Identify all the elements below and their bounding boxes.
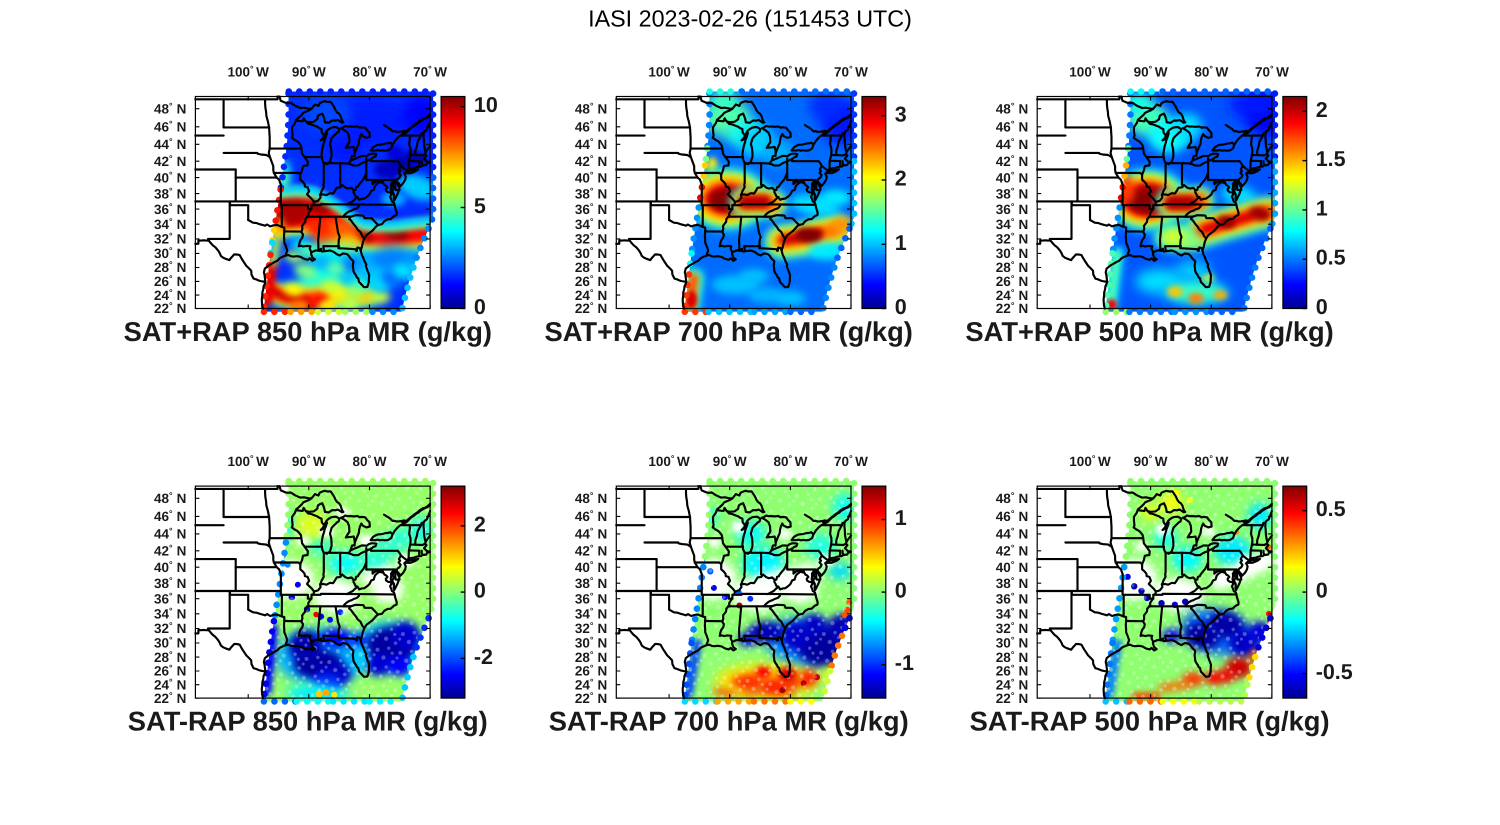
svg-text:0: 0 [1316, 579, 1328, 603]
svg-text:SAT+RAP 850 hPa MR (g/kg): SAT+RAP 850 hPa MR (g/kg) [124, 316, 492, 347]
svg-text:0: 0 [895, 295, 907, 319]
svg-text:1: 1 [895, 506, 907, 530]
svg-text:0: 0 [474, 579, 486, 603]
svg-text:-2: -2 [474, 645, 493, 669]
svg-text:SAT+RAP 700 hPa MR (g/kg): SAT+RAP 700 hPa MR (g/kg) [545, 316, 913, 347]
svg-text:1: 1 [1316, 196, 1328, 220]
svg-text:0.5: 0.5 [1316, 497, 1346, 521]
svg-text:2: 2 [1316, 98, 1328, 122]
svg-text:1: 1 [895, 231, 907, 255]
svg-text:SAT-RAP 700 hPa MR (g/kg): SAT-RAP 700 hPa MR (g/kg) [549, 705, 909, 736]
svg-text:-1: -1 [895, 651, 914, 675]
svg-text:IASI 2023-02-26 (151453 UTC): IASI 2023-02-26 (151453 UTC) [588, 6, 912, 32]
svg-text:10: 10 [474, 93, 498, 117]
svg-text:0: 0 [474, 295, 486, 319]
svg-text:2: 2 [474, 512, 486, 536]
svg-text:SAT-RAP 850 hPa MR (g/kg): SAT-RAP 850 hPa MR (g/kg) [128, 705, 488, 736]
svg-text:0: 0 [895, 579, 907, 603]
svg-text:SAT-RAP 500 hPa MR (g/kg): SAT-RAP 500 hPa MR (g/kg) [970, 705, 1330, 736]
svg-text:2: 2 [895, 167, 907, 191]
svg-text:SAT+RAP 500 hPa MR (g/kg): SAT+RAP 500 hPa MR (g/kg) [965, 316, 1333, 347]
svg-text:3: 3 [895, 102, 907, 126]
svg-text:0: 0 [1316, 295, 1328, 319]
svg-text:-0.5: -0.5 [1316, 660, 1353, 684]
svg-text:1.5: 1.5 [1316, 147, 1346, 171]
svg-text:0.5: 0.5 [1316, 246, 1346, 270]
svg-text:5: 5 [474, 194, 486, 218]
